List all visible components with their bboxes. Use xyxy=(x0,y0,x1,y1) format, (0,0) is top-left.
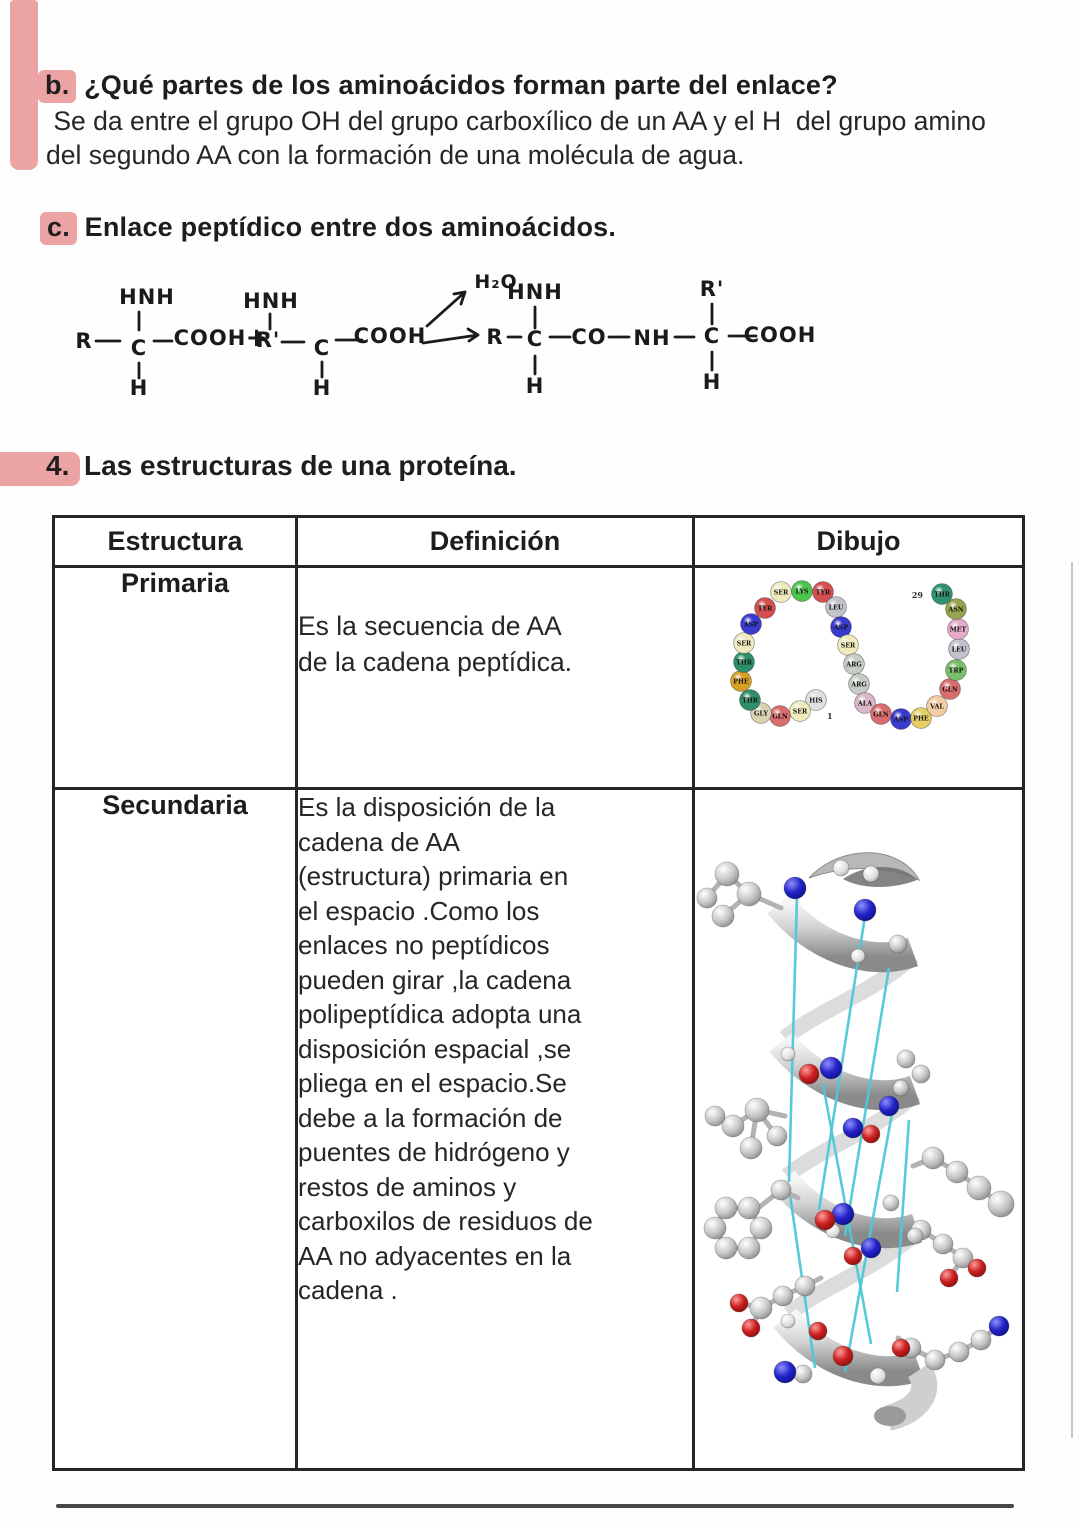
svg-text:R: R xyxy=(75,329,92,353)
alpha-helix-illustration xyxy=(696,852,1015,1431)
svg-text:COOH: COOH xyxy=(744,323,817,347)
item-label-c: c. xyxy=(40,212,77,245)
definition-secundaria: Es la disposición de la cadena de AA (es… xyxy=(295,787,695,1471)
svg-text:ALA: ALA xyxy=(857,700,872,707)
svg-text:COOH: COOH xyxy=(354,324,427,348)
item-label-4: 4. xyxy=(46,450,70,481)
table-row-secundaria: Secundaria Es la disposición de la caden… xyxy=(52,787,1025,1471)
svg-text:SER: SER xyxy=(737,640,752,647)
svg-text:H₂O: H₂O xyxy=(474,271,517,293)
atoms xyxy=(696,859,1015,1385)
svg-text:LEU: LEU xyxy=(829,604,844,611)
svg-text:THR: THR xyxy=(934,591,951,598)
svg-text:NH: NH xyxy=(633,326,670,350)
svg-text:ASP: ASP xyxy=(743,621,758,628)
reaction-arrows xyxy=(421,290,480,345)
svg-text:+: + xyxy=(246,323,269,353)
svg-text:SER: SER xyxy=(841,642,856,649)
structure-name-secundaria: Secundaria xyxy=(52,787,298,1471)
svg-text:GLN: GLN xyxy=(772,713,788,720)
drawing-cell-secundaria xyxy=(692,787,1025,1471)
svg-text:R': R' xyxy=(256,328,281,352)
column-header-estructura: Estructura xyxy=(52,515,298,568)
svg-text:HNH: HNH xyxy=(507,280,563,304)
svg-text:C: C xyxy=(527,327,543,351)
svg-text:GLN: GLN xyxy=(942,686,958,693)
svg-text:PHE: PHE xyxy=(733,678,749,685)
svg-text:THR: THR xyxy=(742,697,759,704)
svg-text:HNH: HNH xyxy=(243,289,299,313)
section-c-heading: c. Enlace peptídico entre dos aminoácido… xyxy=(40,212,616,245)
table-header-row: Estructura Definición Dibujo xyxy=(52,515,1025,568)
column-header-dibujo: Dibujo xyxy=(692,515,1025,568)
definition-primaria: Es la secuencia de AA de la cadena peptí… xyxy=(295,565,695,790)
drawing-cell-primaria: HIS SER GLN GLY THR PHE THR SER ASP TYR SER LYS TYR L… xyxy=(692,565,1025,790)
svg-text:ASN: ASN xyxy=(947,606,963,613)
svg-text:C: C xyxy=(704,324,720,348)
svg-text:ARG: ARG xyxy=(850,681,867,688)
section-c-title: Enlace peptídico entre dos aminoácidos. xyxy=(84,212,617,242)
section-4-title: Las estructuras de una proteína. xyxy=(84,450,517,481)
section-b-answer: Se da entre el grupo OH del grupo carbox… xyxy=(46,106,986,170)
svg-text:ARG: ARG xyxy=(845,661,862,668)
svg-text:HNH: HNH xyxy=(119,285,175,309)
reaction-bonds xyxy=(94,290,758,380)
svg-text:THR: THR xyxy=(736,659,753,666)
svg-text:H: H xyxy=(526,374,545,398)
svg-text:ASP: ASP xyxy=(893,716,908,723)
svg-text:LYS: LYS xyxy=(795,588,809,595)
item-label-b: b. xyxy=(38,70,77,103)
svg-text:CO: CO xyxy=(571,325,606,349)
page-right-edge xyxy=(1071,562,1073,1438)
svg-text:ASP: ASP xyxy=(833,624,848,631)
svg-text:SER: SER xyxy=(793,708,808,715)
section-b-heading: b. ¿Qué partes de los aminoácidos forman… xyxy=(38,70,838,103)
structure-name-primaria: Primaria xyxy=(52,565,298,790)
svg-text:TYR: TYR xyxy=(758,605,773,612)
svg-text:H: H xyxy=(313,376,332,400)
svg-text:MET: MET xyxy=(950,626,967,633)
svg-text:PHE: PHE xyxy=(913,715,929,722)
svg-text:LEU: LEU xyxy=(952,646,967,653)
svg-text:R: R xyxy=(486,325,503,349)
svg-text:TRP: TRP xyxy=(949,667,964,674)
column-header-definicion: Definición xyxy=(295,515,695,568)
table-row-primaria: Primaria Es la secuencia de AA de la cad… xyxy=(52,565,1025,790)
svg-text:C: C xyxy=(131,336,147,360)
protein-structures-table: Estructura Definición Dibujo Primaria Es… xyxy=(52,515,1025,1471)
section-b-title: ¿Qué partes de los aminoácidos forman pa… xyxy=(84,70,838,100)
svg-text:GLY: GLY xyxy=(754,710,768,717)
svg-text:H: H xyxy=(130,376,149,400)
section-4-highlight-bar xyxy=(0,452,80,486)
svg-text:HIS: HIS xyxy=(809,697,823,704)
svg-text:C: C xyxy=(314,336,330,360)
svg-text:H: H xyxy=(703,370,722,394)
svg-text:VAL: VAL xyxy=(929,703,944,710)
sequence-start-label: 1 xyxy=(827,711,833,721)
svg-text:TYR: TYR xyxy=(816,589,831,596)
svg-text:R': R' xyxy=(700,277,725,301)
svg-text:GLN: GLN xyxy=(873,711,889,718)
page-bottom-edge xyxy=(56,1504,1014,1508)
left-margin-highlight-bar xyxy=(10,0,38,170)
svg-text:SER: SER xyxy=(774,589,789,596)
sequence-end-label: 29 xyxy=(912,590,924,600)
svg-text:COOH: COOH xyxy=(174,326,247,350)
